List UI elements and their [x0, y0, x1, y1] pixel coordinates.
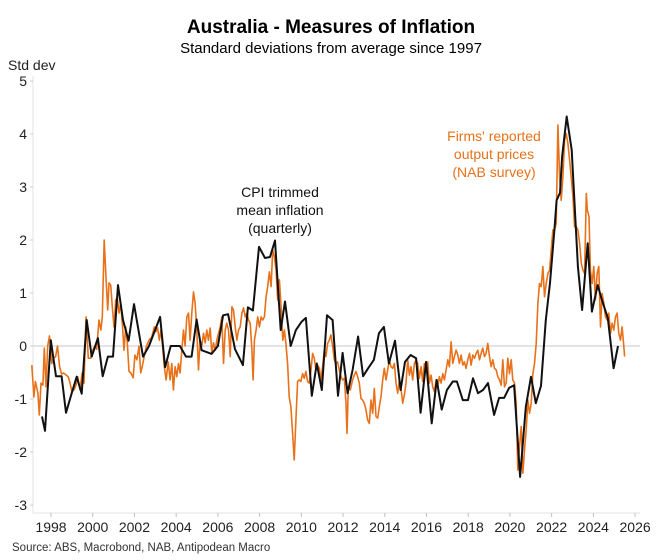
series-line-cpi-trimmed-mean — [41, 115, 619, 478]
x-tick-label: 2008 — [244, 519, 275, 535]
y-tick-label: -3 — [15, 497, 28, 513]
x-tick-label: 2016 — [411, 519, 442, 535]
series-group — [31, 115, 626, 478]
source-note: Source: ABS, Macrobond, NAB, Antipodean … — [12, 542, 270, 554]
x-tick-label: 2006 — [202, 519, 233, 535]
y-ticks: 5 4 3 2 1 0 -1 -2 -3 — [15, 73, 33, 513]
y-axis-label: Std dev — [8, 57, 55, 73]
y-tick-label: 2 — [19, 232, 27, 248]
x-tick-label: 2024 — [578, 519, 609, 535]
annotation-cpi-line2: mean inflation — [236, 202, 323, 218]
y-tick-label: -2 — [15, 444, 28, 460]
annotation-nab: Firms' reported output prices (NAB surve… — [447, 128, 541, 180]
y-tick-label: 3 — [19, 179, 27, 195]
annotation-nab-line1: Firms' reported — [447, 128, 541, 144]
y-tick-label: -1 — [15, 391, 28, 407]
x-tick-label: 2004 — [161, 519, 192, 535]
chart-subtitle: Standard deviations from average since 1… — [180, 40, 482, 57]
y-tick-label: 4 — [19, 126, 27, 142]
annotation-cpi-line3: (quarterly) — [248, 220, 312, 236]
annotation-cpi: CPI trimmed mean inflation (quarterly) — [236, 184, 323, 236]
x-tick-label: 2018 — [453, 519, 484, 535]
chart-title: Australia - Measures of Inflation — [187, 17, 475, 38]
annotation-nab-line2: output prices — [454, 146, 534, 162]
annotation-nab-line3: (NAB survey) — [452, 164, 535, 180]
y-tick-label: 5 — [19, 73, 27, 89]
x-tick-label: 2010 — [286, 519, 317, 535]
x-tick-label: 2000 — [77, 519, 108, 535]
x-tick-label: 2022 — [536, 519, 567, 535]
x-ticks: 1998 2000 2002 2004 2006 2008 2010 2012 2014 2016… — [35, 513, 651, 535]
annotation-cpi-line1: CPI trimmed — [241, 184, 319, 200]
x-tick-label: 2026 — [620, 519, 651, 535]
series-line-nab-output-prices — [31, 124, 626, 475]
y-tick-label: 0 — [19, 338, 27, 354]
y-tick-label: 1 — [19, 285, 27, 301]
x-tick-label: 2002 — [119, 519, 150, 535]
x-tick-label: 1998 — [35, 519, 66, 535]
x-tick-label: 2012 — [327, 519, 358, 535]
x-tick-label: 2014 — [369, 519, 400, 535]
x-tick-label: 2020 — [494, 519, 525, 535]
